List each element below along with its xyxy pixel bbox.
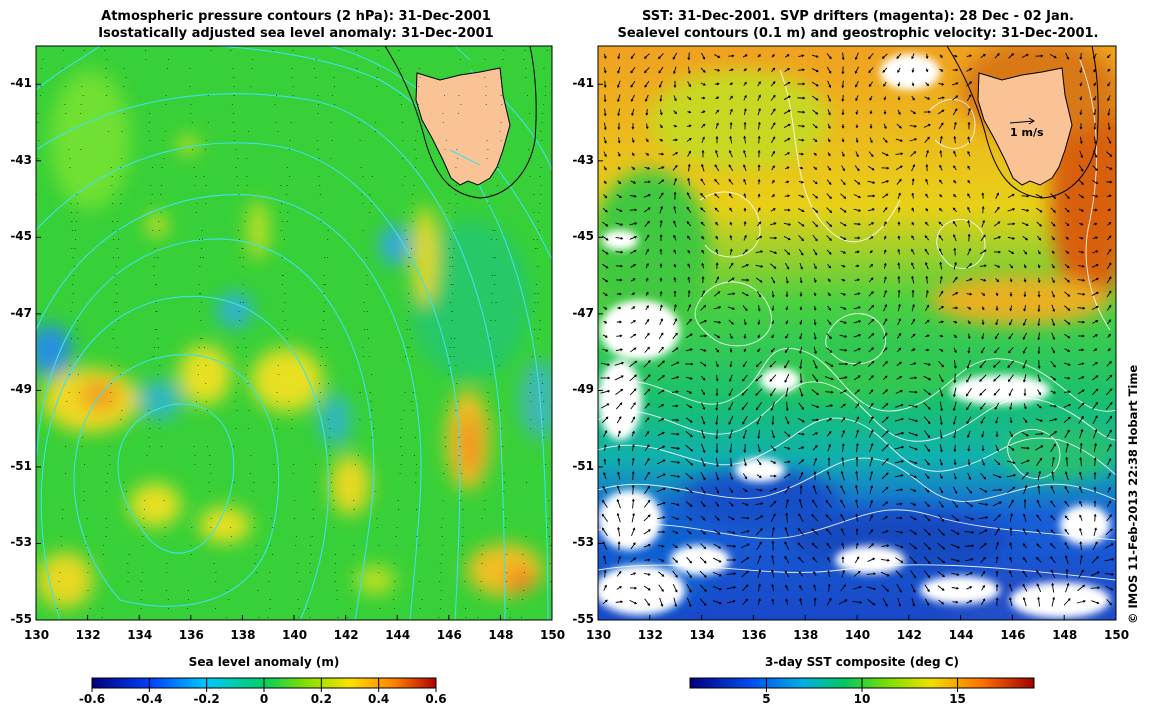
lon-tick-label: 144 — [948, 628, 974, 642]
lat-tick-label: -55 — [572, 612, 594, 626]
sea-level-contours — [598, 59, 1116, 581]
velocity-scale-label: 1 m/s — [1010, 126, 1044, 139]
lat-tick-label: -51 — [572, 458, 594, 473]
right-title-line1: SST: 31-Dec-2001. SVP drifters (magenta)… — [642, 9, 1074, 24]
lat-tick-label: -45 — [10, 229, 32, 244]
lat-tick-label: -55 — [10, 612, 32, 626]
lon-tick-label: 138 — [230, 628, 256, 642]
colorbar-tick-label: 0 — [259, 692, 269, 706]
lon-tick-label: 130 — [586, 628, 612, 642]
sla-anomaly-blobs — [36, 70, 552, 608]
along-track-dots — [36, 50, 552, 618]
lon-tick-label: 130 — [24, 628, 50, 642]
lat-tick-label: -47 — [10, 305, 32, 320]
shelf-isobath-right — [946, 46, 1099, 199]
lon-tick-label: 144 — [385, 628, 411, 642]
colorbar-tick-label: 15 — [949, 692, 966, 706]
colorbar-tick-label: -0.6 — [78, 692, 106, 706]
lat-tick-label: -47 — [572, 305, 594, 320]
left-title-line1: Atmospheric pressure contours (2 hPa): 3… — [101, 9, 491, 24]
lat-tick-label: -53 — [572, 535, 594, 550]
lon-tick-label: 134 — [127, 628, 153, 642]
lon-tick-label: 150 — [540, 628, 566, 642]
lat-tick-label: -41 — [10, 76, 32, 91]
right-title: SST: 31-Dec-2001. SVP drifters (magenta)… — [598, 8, 1118, 42]
lon-tick-label: 136 — [741, 628, 767, 642]
lon-tick-label: 142 — [333, 628, 359, 642]
tasmania-land-right — [977, 67, 1073, 186]
right-axis-ticks — [597, 83, 1117, 621]
sla-colorbar-title: Sea level anomaly (m) — [188, 655, 340, 669]
sla-colorbar-ticks — [91, 678, 437, 692]
lon-tick-label: 134 — [689, 628, 715, 642]
colorbar-tick-label: -0.4 — [136, 692, 163, 706]
lon-tick-label: 150 — [1104, 628, 1130, 642]
velocity-scale-arrow — [1009, 120, 1035, 124]
colorbar-tick-label: 0.6 — [425, 692, 447, 706]
shelf-isobath — [384, 46, 537, 199]
colorbar-tick-label: 10 — [853, 692, 871, 706]
lon-tick-label: 148 — [1052, 628, 1078, 642]
lon-tick-label: 148 — [488, 628, 514, 642]
right-map — [598, 46, 1116, 620]
lon-tick-label: 138 — [793, 628, 819, 642]
lat-tick-label: -49 — [10, 382, 32, 397]
lat-tick-label: -43 — [572, 152, 594, 167]
geostrophic-velocity-arrows — [600, 52, 1115, 608]
colorbar-tick-label: 5 — [762, 692, 771, 706]
left-map — [36, 46, 552, 620]
lon-tick-label: 140 — [282, 628, 308, 642]
colorbar-tick-label: 0.2 — [310, 692, 332, 706]
lat-tick-label: -49 — [572, 382, 594, 397]
left-title: Atmospheric pressure contours (2 hPa): 3… — [36, 8, 556, 42]
lon-tick-label: 146 — [436, 628, 462, 642]
tasmania-land — [415, 67, 511, 186]
imos-credit: © IMOS 11-Feb-2013 22:38 Hobart Time — [1126, 364, 1140, 624]
sst-colorbar-title: 3-day SST composite (deg C) — [764, 655, 960, 669]
left-axis-ticks — [35, 83, 553, 621]
lat-tick-label: -41 — [572, 76, 594, 91]
lat-tick-label: -45 — [572, 229, 594, 244]
left-title-line2: Isostatically adjusted sea level anomaly… — [98, 26, 494, 41]
right-title-line2: Sealevel contours (0.1 m) and geostrophi… — [617, 26, 1099, 41]
lon-tick-label: 140 — [845, 628, 871, 642]
lat-tick-label: -43 — [10, 152, 32, 167]
lon-tick-label: 136 — [178, 628, 204, 642]
colorbar-tick-label: 0.4 — [368, 692, 390, 706]
lat-tick-label: -51 — [10, 458, 32, 473]
sst-colorbar-ticks — [765, 678, 959, 692]
lon-tick-label: 142 — [896, 628, 922, 642]
colorbar-tick-label: -0.2 — [193, 692, 220, 706]
lon-tick-label: 146 — [1000, 628, 1026, 642]
lon-tick-label: 132 — [75, 628, 101, 642]
lon-tick-label: 132 — [637, 628, 663, 642]
lat-tick-label: -53 — [10, 535, 32, 550]
